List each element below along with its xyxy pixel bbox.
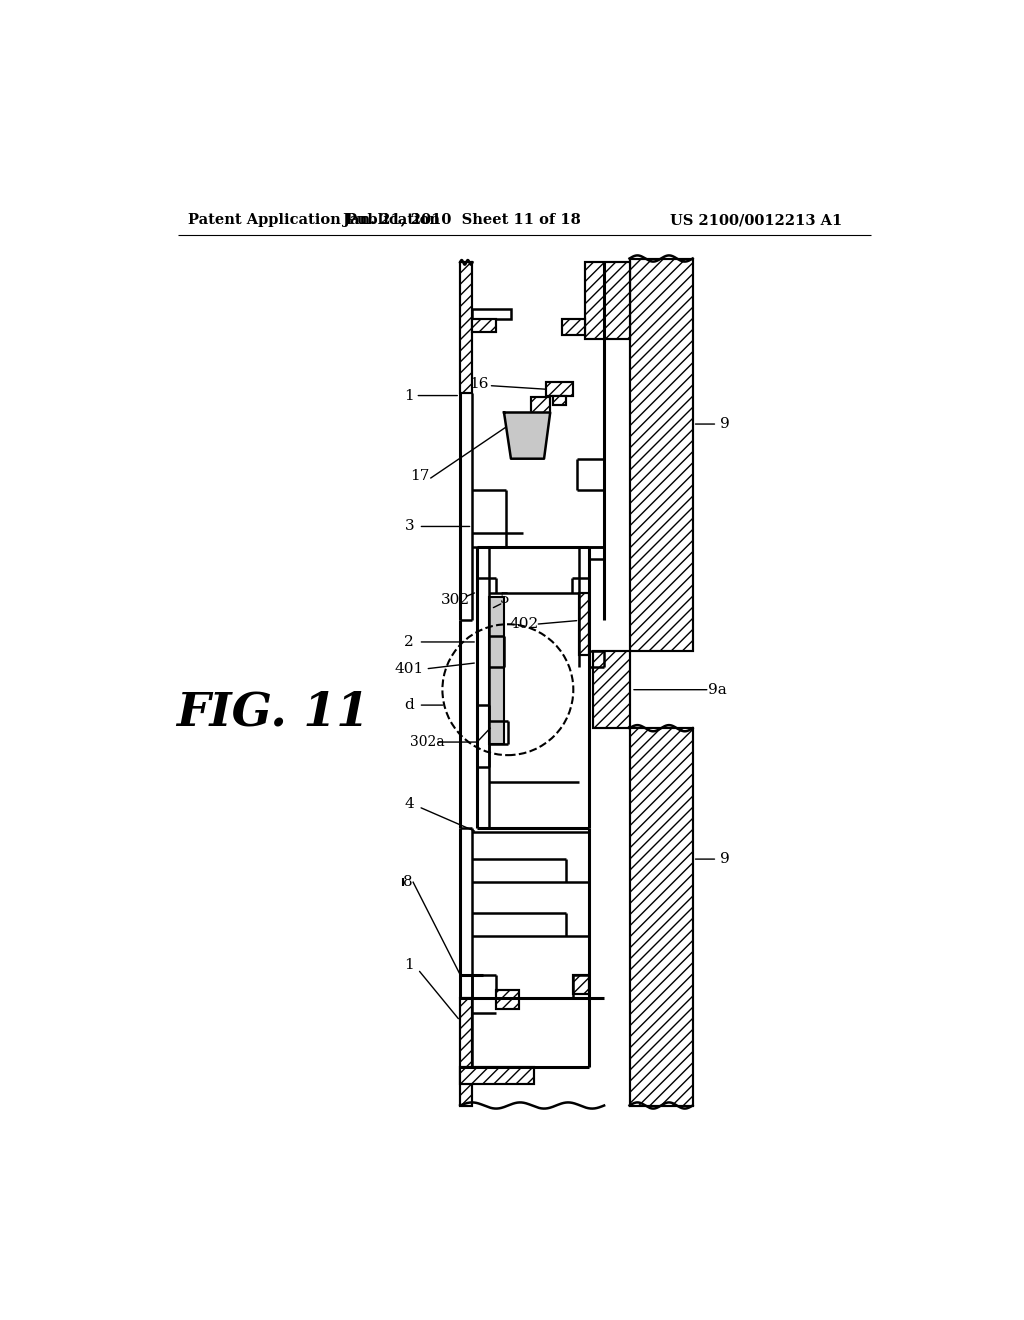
Text: 16: 16 (470, 378, 489, 391)
Bar (531, 397, 550, 412)
Bar (630, 259, 692, 651)
Bar (562, 319, 585, 335)
Text: d: d (404, 698, 414, 711)
Bar (630, 729, 692, 1106)
Text: 9: 9 (720, 417, 730, 432)
Bar (553, 396, 566, 405)
Bar (460, 1067, 535, 1084)
Text: 8: 8 (403, 875, 413, 890)
Text: US 2100/0012213 A1: US 2100/0012213 A1 (670, 213, 842, 227)
Bar (472, 319, 496, 331)
Bar (547, 381, 573, 396)
Bar (585, 263, 630, 339)
Text: 17: 17 (411, 470, 430, 483)
Text: 2: 2 (404, 635, 414, 649)
Text: 302: 302 (441, 593, 470, 607)
Bar (630, 259, 692, 651)
Bar (547, 381, 573, 396)
Bar (472, 319, 496, 331)
Bar (531, 397, 550, 412)
Text: Jan. 21, 2010  Sheet 11 of 18: Jan. 21, 2010 Sheet 11 of 18 (343, 213, 581, 227)
Text: Patent Application Publication: Patent Application Publication (188, 213, 440, 227)
Bar (496, 990, 518, 1010)
Text: 302a: 302a (410, 735, 444, 748)
Bar (472, 309, 511, 319)
Bar (630, 729, 692, 1106)
Text: 5: 5 (500, 591, 510, 606)
Text: 4: 4 (404, 797, 414, 810)
Bar (580, 594, 589, 655)
Bar (460, 1067, 535, 1084)
Bar (460, 998, 472, 1106)
Bar (573, 974, 589, 994)
Text: 1: 1 (404, 958, 414, 973)
Bar (460, 263, 472, 393)
Bar (593, 651, 630, 729)
Bar (553, 396, 566, 405)
Text: 9a: 9a (708, 682, 727, 697)
Text: FIG. 11: FIG. 11 (176, 690, 370, 735)
Text: 401: 401 (394, 661, 424, 676)
Bar (573, 974, 589, 994)
Bar (488, 598, 504, 743)
Bar (460, 998, 472, 1106)
Bar (562, 319, 585, 335)
Polygon shape (504, 412, 550, 459)
Text: 9: 9 (720, 853, 730, 866)
Text: 402: 402 (509, 618, 539, 631)
Bar (496, 990, 518, 1010)
Text: 3: 3 (404, 520, 414, 533)
Bar (593, 651, 630, 729)
Bar (585, 263, 630, 339)
Bar (460, 263, 472, 393)
Text: 1: 1 (404, 388, 414, 403)
Bar (580, 594, 589, 655)
